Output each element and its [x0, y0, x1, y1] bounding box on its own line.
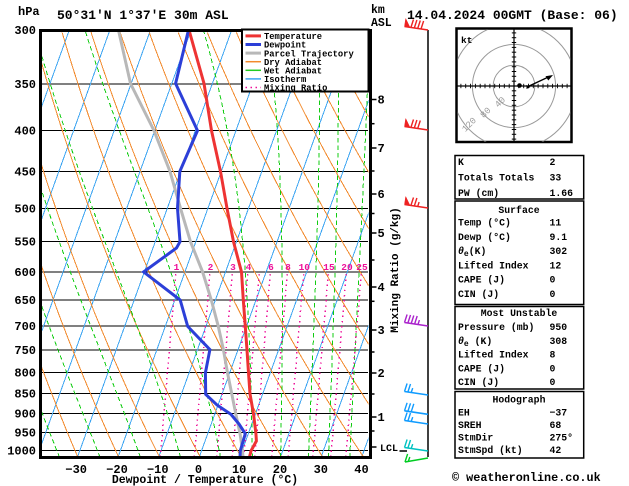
svg-text:© weatheronline.co.uk: © weatheronline.co.uk	[452, 471, 601, 485]
svg-text:6: 6	[378, 188, 385, 202]
svg-text:SREH: SREH	[458, 420, 482, 431]
svg-text:1000: 1000	[7, 445, 36, 459]
svg-text:14.04.2024 00GMT (Base: 06): 14.04.2024 00GMT (Base: 06)	[407, 8, 618, 23]
svg-text:50°31'N 1°37'E 30m ASL: 50°31'N 1°37'E 30m ASL	[57, 8, 229, 23]
svg-text:900: 900	[14, 408, 36, 422]
svg-text:−20: −20	[106, 463, 128, 477]
svg-text:40: 40	[354, 463, 368, 477]
svg-text:20: 20	[341, 262, 353, 273]
svg-text:950: 950	[550, 322, 568, 333]
svg-text:0: 0	[550, 377, 556, 388]
svg-text:Dewp (°C): Dewp (°C)	[458, 232, 511, 243]
svg-text:15: 15	[323, 262, 335, 273]
svg-text:hPa: hPa	[18, 5, 40, 19]
svg-text:StmDir: StmDir	[458, 433, 493, 444]
svg-text:Temperature: Temperature	[264, 32, 322, 42]
svg-text:LCL: LCL	[380, 444, 398, 455]
svg-text:3: 3	[378, 324, 385, 338]
svg-text:1.66: 1.66	[550, 188, 574, 199]
svg-text:StmSpd (kt): StmSpd (kt)	[458, 445, 523, 456]
svg-text:0: 0	[550, 363, 556, 374]
svg-text:CIN (J): CIN (J)	[458, 377, 499, 388]
svg-text:0: 0	[195, 463, 202, 477]
svg-text:450: 450	[14, 166, 36, 180]
svg-text:1: 1	[174, 262, 180, 273]
svg-text:Wet Adiabat: Wet Adiabat	[264, 67, 322, 77]
svg-text:20: 20	[273, 463, 287, 477]
svg-text:0: 0	[550, 289, 556, 300]
svg-text:2: 2	[378, 367, 385, 381]
svg-text:950: 950	[14, 427, 36, 441]
svg-text:300: 300	[14, 24, 36, 38]
svg-text:10: 10	[299, 262, 311, 273]
svg-text:8: 8	[285, 262, 291, 273]
svg-text:kt: kt	[461, 35, 472, 46]
svg-text:6: 6	[268, 262, 274, 273]
svg-text:Lifted Index: Lifted Index	[458, 350, 529, 361]
svg-text:800: 800	[14, 367, 36, 381]
svg-text:10: 10	[232, 463, 246, 477]
svg-text:K: K	[458, 157, 464, 168]
svg-text:42: 42	[550, 445, 562, 456]
svg-text:PW (cm): PW (cm)	[458, 188, 499, 199]
svg-text:Most Unstable: Most Unstable	[481, 308, 558, 319]
svg-text:−37: −37	[550, 408, 568, 419]
svg-text:0: 0	[550, 275, 556, 286]
svg-text:308: 308	[550, 336, 568, 347]
svg-text:CAPE (J): CAPE (J)	[458, 275, 505, 286]
svg-text:68: 68	[550, 420, 562, 431]
svg-text:600: 600	[14, 266, 36, 280]
svg-text:−10: −10	[147, 463, 169, 477]
svg-text:1: 1	[378, 411, 385, 425]
svg-text:Dewpoint: Dewpoint	[264, 41, 306, 51]
svg-text:ASL: ASL	[371, 17, 392, 30]
svg-text:12: 12	[550, 260, 562, 271]
svg-text:8: 8	[550, 350, 556, 361]
svg-text:km: km	[371, 4, 385, 17]
svg-text:Lifted Index: Lifted Index	[458, 260, 529, 271]
svg-text:275°: 275°	[550, 433, 574, 444]
svg-text:Mixing Ratio (g/kg): Mixing Ratio (g/kg)	[390, 207, 402, 332]
svg-text:30: 30	[314, 463, 328, 477]
svg-text:CAPE (J): CAPE (J)	[458, 363, 505, 374]
svg-text:θe(K): θe(K)	[458, 246, 486, 259]
svg-text:Temp (°C): Temp (°C)	[458, 218, 511, 229]
svg-text:302: 302	[550, 246, 568, 257]
svg-text:500: 500	[14, 202, 36, 216]
svg-text:Dry Adiabat: Dry Adiabat	[264, 58, 322, 68]
svg-text:850: 850	[14, 388, 36, 402]
svg-text:Dewpoint / Temperature (°C): Dewpoint / Temperature (°C)	[112, 474, 298, 486]
svg-text:650: 650	[14, 294, 36, 308]
svg-text:Pressure (mb): Pressure (mb)	[458, 322, 534, 333]
svg-text:Isotherm: Isotherm	[264, 75, 306, 85]
svg-text:9.1: 9.1	[550, 232, 568, 243]
svg-text:CIN (J): CIN (J)	[458, 289, 499, 300]
svg-text:Parcel Trajectory: Parcel Trajectory	[264, 49, 354, 59]
svg-text:5: 5	[378, 227, 385, 241]
svg-text:−30: −30	[65, 463, 87, 477]
svg-text:700: 700	[14, 320, 36, 334]
svg-text:7: 7	[378, 142, 385, 156]
svg-text:Surface: Surface	[498, 205, 539, 216]
svg-text:θe (K): θe (K)	[458, 336, 492, 349]
svg-text:25: 25	[356, 262, 368, 273]
svg-text:EH: EH	[458, 408, 470, 419]
svg-text:3: 3	[230, 262, 236, 273]
svg-text:Hodograph: Hodograph	[493, 395, 546, 406]
svg-text:8: 8	[378, 94, 385, 108]
svg-text:Totals Totals: Totals Totals	[458, 173, 535, 184]
svg-text:11: 11	[550, 218, 562, 229]
svg-text:750: 750	[14, 344, 36, 358]
svg-text:33: 33	[550, 173, 562, 184]
svg-text:Mixing Ratio: Mixing Ratio	[264, 84, 327, 94]
svg-text:4: 4	[246, 262, 252, 273]
svg-text:4: 4	[378, 281, 385, 295]
svg-text:2: 2	[550, 157, 556, 168]
svg-text:550: 550	[14, 236, 36, 250]
svg-text:400: 400	[14, 125, 36, 139]
svg-text:350: 350	[14, 78, 36, 92]
svg-text:2: 2	[208, 262, 214, 273]
